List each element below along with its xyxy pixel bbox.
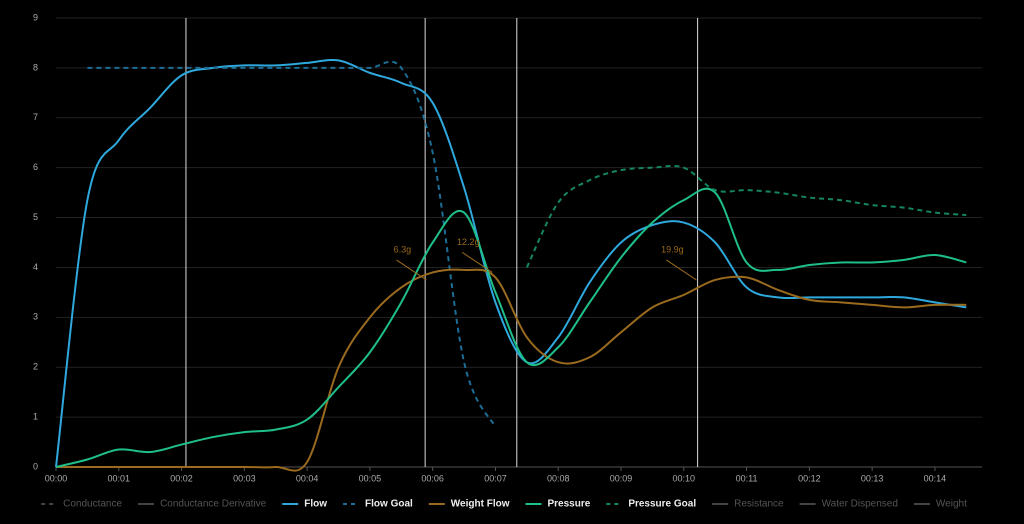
y-tick-label: 5 <box>33 212 38 222</box>
series-line <box>55 58 967 468</box>
x-tick-label: 00:03 <box>233 473 256 483</box>
legend-label[interactable]: Water Dispensed <box>822 499 898 510</box>
annotation-label: 12.2g <box>457 237 480 247</box>
y-tick-label: 6 <box>33 162 38 172</box>
legend-label[interactable]: Flow <box>304 499 327 510</box>
series-line <box>87 60 497 428</box>
legend-label[interactable]: Resistance <box>734 499 784 510</box>
annotation-label: 19.9g <box>661 244 684 254</box>
legend-label[interactable]: Flow Goal <box>365 499 413 510</box>
annotation-leader <box>462 252 493 273</box>
x-tick-label: 00:04 <box>296 473 319 483</box>
y-tick-label: 0 <box>33 461 38 471</box>
x-tick-label: 00:07 <box>484 473 507 483</box>
x-tick-label: 00:02 <box>170 473 193 483</box>
x-tick-label: 00:09 <box>610 473 633 483</box>
legend-label[interactable]: Conductance <box>63 499 122 510</box>
legend-label[interactable]: Pressure <box>548 499 591 510</box>
x-tick-label: 00:01 <box>108 473 131 483</box>
series-line <box>55 187 967 468</box>
series-line <box>525 164 967 268</box>
x-tick-label: 00:05 <box>359 473 382 483</box>
y-tick-label: 7 <box>33 112 38 122</box>
y-tick-label: 1 <box>33 411 38 421</box>
legend-label[interactable]: Pressure Goal <box>628 499 696 510</box>
y-tick-label: 8 <box>33 62 38 72</box>
x-tick-label: 00:06 <box>421 473 444 483</box>
series-line <box>55 268 967 472</box>
annotation-leader <box>666 259 697 281</box>
y-tick-label: 3 <box>33 312 38 322</box>
annotation-leader <box>396 259 427 281</box>
x-tick-label: 00:08 <box>547 473 570 483</box>
y-tick-label: 2 <box>33 362 38 372</box>
x-tick-label: 00:00 <box>45 473 68 483</box>
x-tick-label: 00:11 <box>736 473 758 483</box>
legend-label[interactable]: Weight Flow <box>451 499 510 510</box>
legend-label[interactable]: Conductance Derivative <box>160 499 267 510</box>
x-tick-label: 00:14 <box>924 473 947 483</box>
x-tick-label: 00:10 <box>673 473 696 483</box>
annotation-label: 6.3g <box>394 244 412 254</box>
legend-label[interactable]: Weight <box>936 499 967 510</box>
y-tick-label: 9 <box>33 12 38 22</box>
y-tick-label: 4 <box>33 262 38 272</box>
x-tick-label: 00:12 <box>798 473 821 483</box>
x-tick-label: 00:13 <box>861 473 884 483</box>
